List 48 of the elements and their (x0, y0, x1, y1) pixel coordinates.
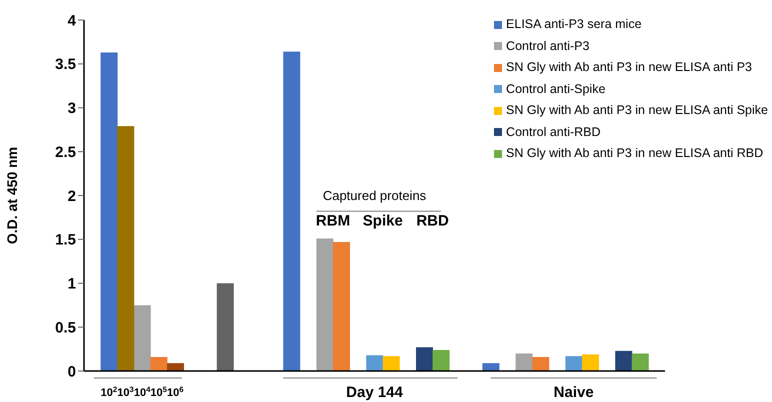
x-tick-label: 10$^{4}$ (134, 384, 152, 399)
legend-label: SN Gly with Ab anti P3 in new ELISA anti P3 (506, 59, 752, 76)
bar (615, 350, 632, 371)
y-tick-label: 2.5 (55, 144, 76, 161)
text: Day 144 (346, 384, 404, 401)
y-tick-label: 1 (68, 276, 76, 293)
bar (150, 356, 168, 371)
y-tick-label: 2 (68, 188, 76, 205)
bar (167, 363, 184, 371)
legend-label: Control anti-P3 (506, 38, 590, 54)
bar (366, 355, 384, 371)
bar (333, 242, 350, 371)
bar (283, 52, 300, 371)
bar (482, 363, 500, 371)
bar (565, 356, 582, 371)
legend-label: Control anti-Spike (506, 80, 606, 98)
y-tick-label: 4 (68, 12, 77, 30)
bar (117, 126, 134, 371)
y-tick-label: 1.5 (55, 232, 76, 249)
x-tick-label: 10$^{5}$ (150, 384, 168, 399)
y-tick-label: 0 (68, 363, 76, 380)
annotation: RBD (416, 212, 450, 230)
annotation: RBM (316, 212, 350, 230)
bar (382, 356, 400, 371)
x-tick-label: 10$^{6}$ (167, 384, 184, 399)
bar (432, 350, 450, 371)
x-tick-label: 10$^{2}$ (100, 384, 118, 399)
bar (582, 354, 599, 371)
annotation: Spike (362, 212, 403, 230)
legend-label: SN Gly with Ab anti P3 in new ELISA anti RBD (506, 145, 764, 162)
y-tick-label: 0.5 (55, 319, 76, 336)
bar (216, 283, 234, 371)
bar (532, 356, 550, 371)
y-tick-label: 3.5 (55, 56, 76, 74)
x-tick-label: 10$^{3}$ (117, 384, 134, 399)
bar (100, 52, 118, 371)
annotation: Captured proteins (322, 188, 427, 203)
bar (316, 238, 334, 371)
bar (516, 353, 533, 371)
y-axis-title: O.D. at 450 nm (4, 146, 20, 244)
bar (416, 347, 433, 371)
text: Naive (554, 384, 594, 401)
bar (632, 353, 649, 371)
y-tick-label: 3 (68, 100, 76, 118)
legend-label: ELISA anti-P3 sera mice (506, 16, 642, 33)
bar (134, 305, 151, 371)
legend-label: Control anti-RBD (506, 124, 601, 140)
legend-label: SN Gly with Ab anti P3 in new ELISA anti Spike (506, 102, 768, 119)
